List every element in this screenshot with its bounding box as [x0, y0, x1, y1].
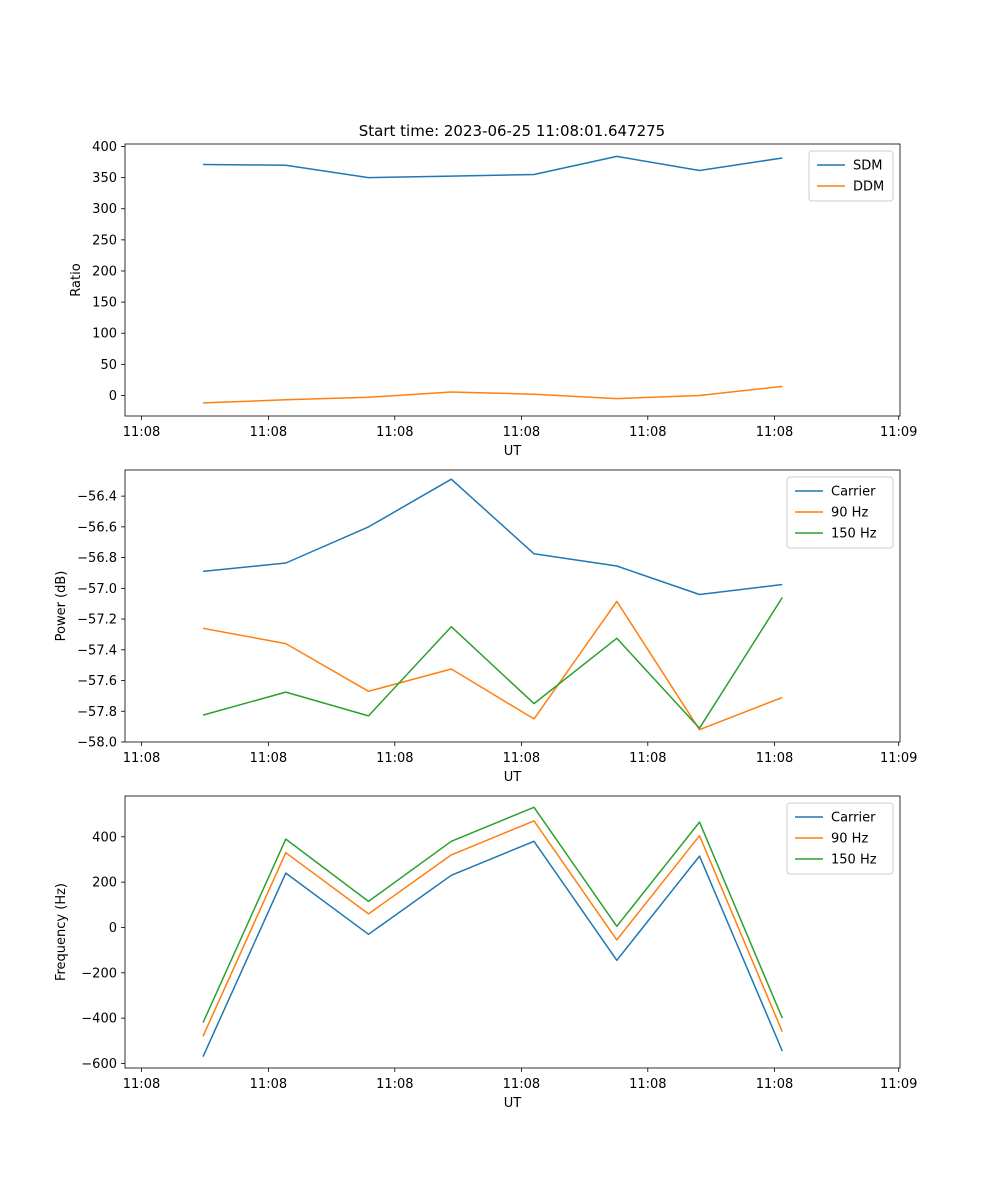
x-tick-label: 11:08 [376, 751, 413, 766]
figure-title: Start time: 2023-06-25 11:08:01.647275 [359, 122, 665, 140]
x-tick-label: 11:08 [250, 1077, 287, 1092]
legend: Carrier 90 Hz 150 Hz [786, 802, 894, 875]
y-tick-label: 200 [92, 264, 117, 279]
chart-panel-1: 11:08 11:08 11:08 11:08 11:08 11:08 11:09 0 50 10… [69, 140, 917, 459]
legend-box [808, 150, 894, 202]
x-tick-label: 11:09 [880, 425, 917, 440]
legend: SDM DDM [808, 150, 894, 202]
legend-label: 90 Hz [831, 506, 868, 521]
x-tick-label: 11:08 [756, 1077, 793, 1092]
y-tick-label: 400 [92, 830, 117, 845]
y-tick-label: 200 [92, 876, 117, 891]
series-line-90-hz [202, 600, 783, 731]
x-tick-label: 11:08 [629, 1077, 666, 1092]
x-tick-label: 11:08 [250, 425, 287, 440]
series-line-ddm [202, 385, 783, 404]
y-tick-label: −56.8 [77, 551, 117, 566]
y-tick-label: 150 [92, 296, 117, 311]
y-axis-label: Ratio [69, 263, 84, 296]
legend-box [786, 802, 894, 875]
chart-panel-3: 11:08 11:08 11:08 11:08 11:08 11:08 11:09 −600 −… [54, 795, 917, 1111]
x-tick-label: 11:08 [123, 425, 160, 440]
y-tick-label: −56.4 [77, 490, 117, 505]
chart-panel-2: 11:08 11:08 11:08 11:08 11:08 11:08 11:09 −58.0… [54, 469, 917, 785]
legend-label: Carrier [831, 811, 876, 826]
x-axis-label: UT [504, 770, 522, 785]
y-tick-label: −57.2 [77, 613, 117, 628]
y-tick-label: 100 [92, 327, 117, 342]
x-tick-label: 11:08 [250, 751, 287, 766]
x-axis-label: UT [504, 1096, 522, 1111]
x-axis-label: UT [504, 444, 522, 459]
y-tick-label: −57.0 [77, 582, 117, 597]
x-tick-label: 11:08 [123, 751, 160, 766]
y-tick-label: −57.8 [77, 705, 117, 720]
series-line-90-hz [202, 820, 783, 1037]
legend-label: Carrier [831, 485, 876, 500]
series-line-sdm [202, 155, 783, 179]
y-tick-label: −600 [81, 1057, 117, 1072]
x-tick-label: 11:08 [629, 751, 666, 766]
y-tick-label: −57.6 [77, 674, 117, 689]
y-tick-label: 0 [109, 389, 117, 404]
legend-label: SDM [853, 159, 882, 174]
y-tick-label: −57.4 [77, 643, 117, 658]
legend-label: 90 Hz [831, 832, 868, 847]
x-tick-label: 11:09 [880, 1077, 917, 1092]
y-tick-label: 50 [100, 358, 117, 373]
y-tick-label: 300 [92, 202, 117, 217]
legend: Carrier 90 Hz 150 Hz [786, 476, 894, 549]
y-tick-label: 250 [92, 233, 117, 248]
y-tick-label: −200 [81, 966, 117, 981]
x-tick-label: 11:08 [376, 425, 413, 440]
y-tick-label: 0 [109, 921, 117, 936]
y-tick-label: 350 [92, 171, 117, 186]
series-line-150-hz [202, 806, 783, 1024]
legend-box [786, 476, 894, 549]
series-line-carrier [202, 840, 783, 1058]
x-tick-label: 11:08 [756, 425, 793, 440]
plot-frame [124, 143, 901, 417]
x-tick-label: 11:08 [756, 751, 793, 766]
x-tick-label: 11:08 [376, 1077, 413, 1092]
y-tick-label: −58.0 [77, 736, 117, 751]
plot-frame [124, 795, 901, 1069]
x-tick-label: 11:08 [123, 1077, 160, 1092]
x-tick-label: 11:09 [880, 751, 917, 766]
plot-frame [124, 469, 901, 743]
y-axis-label: Frequency (Hz) [54, 883, 69, 981]
x-tick-label: 11:08 [629, 425, 666, 440]
y-tick-label: 400 [92, 140, 117, 155]
y-tick-label: −400 [81, 1012, 117, 1027]
series-line-carrier [202, 478, 783, 596]
series-line-150-hz [202, 597, 783, 729]
x-tick-label: 11:08 [503, 751, 540, 766]
x-tick-label: 11:08 [503, 1077, 540, 1092]
legend-label: 150 Hz [831, 527, 877, 542]
legend-label: DDM [853, 180, 884, 195]
legend-label: 150 Hz [831, 853, 877, 868]
y-axis-label: Power (dB) [54, 571, 69, 642]
y-tick-label: −56.6 [77, 520, 117, 535]
x-tick-label: 11:08 [503, 425, 540, 440]
